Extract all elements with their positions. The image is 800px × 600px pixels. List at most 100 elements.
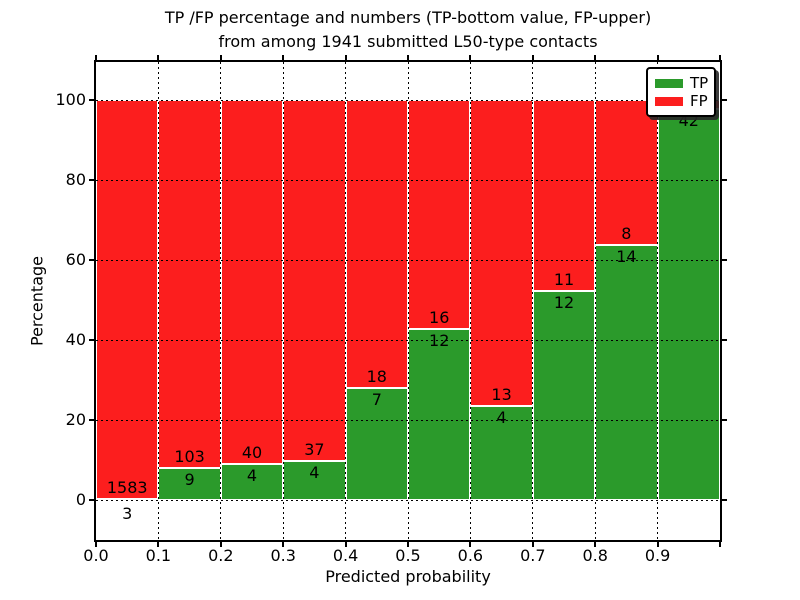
bar-segment-tp	[470, 405, 533, 500]
x-axis-label: Predicted probability	[325, 567, 491, 586]
chart-title-line-1: TP /FP percentage and numbers (TP-bottom…	[164, 8, 652, 27]
y-tick-label: 80	[65, 170, 86, 189]
y-tick	[720, 179, 727, 181]
x-gridline	[532, 62, 534, 540]
y-tick	[720, 339, 727, 341]
y-tick-label: 40	[65, 330, 86, 349]
bar-segment-fp	[470, 100, 533, 406]
tp-count-label: 12	[429, 330, 450, 350]
x-tick-label: 0.9	[644, 546, 671, 565]
legend-item-fp: FP	[655, 92, 708, 110]
tp-count-label: 7	[371, 390, 382, 409]
bar-segment-tp	[595, 245, 658, 500]
bar-segment-tp	[657, 109, 720, 500]
x-gridline	[157, 62, 159, 540]
legend-item-label: FP	[690, 92, 708, 110]
bar-segment-tp	[345, 388, 408, 500]
legend-swatch-tp	[655, 78, 683, 88]
x-tick	[656, 540, 659, 547]
x-tick-label: 0.5	[395, 546, 421, 565]
fp-count-label: 16	[429, 307, 450, 327]
tp-count-label: 9	[184, 469, 195, 489]
y-tick	[720, 259, 727, 261]
x-tick	[531, 55, 534, 62]
fp-count-label: 8	[621, 224, 632, 244]
chart-title: TP /FP percentage and numbers (TP-bottom…	[96, 6, 720, 54]
fp-count-label: 11	[553, 270, 575, 290]
x-tick	[531, 540, 534, 547]
fp-count-label: 13	[491, 384, 512, 404]
legend: TP FP	[646, 67, 716, 117]
x-tick-label: 0.0	[83, 546, 109, 565]
x-tick	[719, 55, 721, 62]
bar-segment-tp	[532, 291, 596, 500]
x-tick	[594, 55, 597, 62]
x-gridline	[469, 62, 471, 540]
fp-count-label: 18	[366, 367, 387, 386]
x-gridline	[407, 62, 409, 540]
x-tick-label: 0.1	[145, 546, 172, 565]
x-tick	[469, 55, 472, 62]
fp-count-label: 103	[174, 446, 205, 466]
x-gridline	[345, 62, 347, 540]
x-tick-label: 0.8	[582, 546, 608, 565]
bar-segment-fp	[96, 100, 159, 500]
y-gridline	[96, 179, 720, 181]
x-tick	[219, 540, 222, 547]
y-tick	[89, 259, 96, 261]
legend-item-label: TP	[690, 74, 709, 92]
bar-segment-fp	[158, 100, 221, 468]
tp-count-label: 12	[553, 293, 575, 313]
y-tick	[89, 499, 96, 501]
x-tick-label: 0.2	[208, 546, 234, 565]
y-tick	[89, 179, 96, 181]
y-tick	[720, 499, 727, 501]
x-gridline	[282, 62, 284, 540]
fp-count-label: 1583	[106, 478, 148, 498]
bar-segment-fp	[345, 100, 408, 388]
x-tick	[157, 540, 160, 547]
x-tick	[157, 55, 160, 62]
y-tick	[89, 419, 96, 421]
x-gridline	[220, 62, 222, 540]
y-tick-label: 100	[55, 90, 86, 109]
y-tick-label: 60	[65, 250, 86, 269]
y-gridline	[96, 499, 720, 501]
x-tick	[594, 540, 597, 547]
fp-count-label: 37	[304, 439, 325, 459]
bar-segment-tp	[408, 328, 471, 500]
y-tick	[720, 99, 727, 101]
bar-segment-fp	[283, 100, 346, 461]
x-tick	[469, 540, 472, 547]
tp-count-label: 14	[616, 247, 637, 267]
x-tick	[282, 55, 285, 62]
x-gridline	[594, 62, 596, 540]
tp-count-label: 4	[246, 465, 258, 485]
bar-segment-fp	[532, 100, 596, 292]
bar-segment-tp	[283, 460, 346, 500]
bar-segment-fp	[220, 100, 284, 464]
x-tick	[656, 55, 659, 62]
x-tick	[407, 55, 409, 62]
y-gridline	[96, 259, 720, 261]
bar-segment-tp	[220, 463, 284, 500]
x-tick	[95, 540, 97, 547]
x-tick-label: 0.6	[457, 546, 484, 565]
y-tick	[89, 99, 96, 101]
y-tick	[89, 339, 96, 341]
y-gridline	[96, 99, 720, 101]
x-tick	[95, 55, 97, 62]
legend-swatch-fp	[655, 96, 683, 106]
x-tick-label: 0.7	[520, 546, 546, 565]
tp-count-label: 4	[496, 407, 507, 427]
fp-count-label: 40	[241, 442, 263, 462]
x-tick	[282, 540, 285, 547]
legend-item-tp: TP	[655, 74, 709, 92]
chart-title-line-2: from among 1941 submitted L50-type conta…	[218, 32, 598, 51]
x-tick	[344, 55, 347, 62]
x-tick-label: 0.4	[332, 546, 359, 565]
y-tick-label: 0	[75, 490, 86, 509]
x-tick	[344, 540, 347, 547]
